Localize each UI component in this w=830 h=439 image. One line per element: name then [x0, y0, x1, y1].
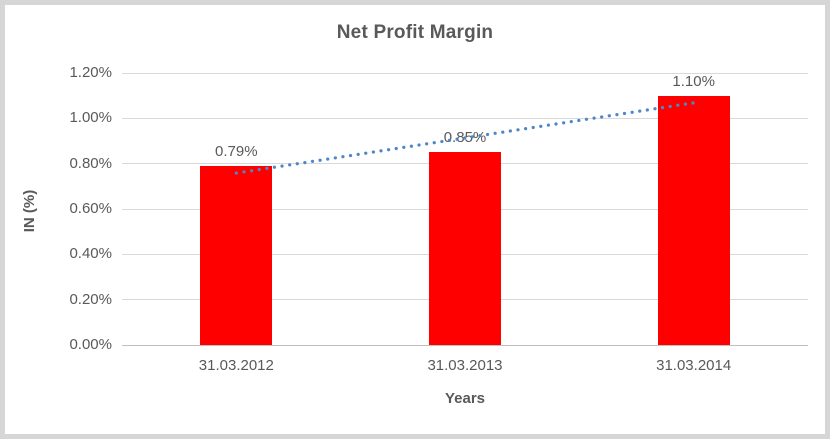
bar-value-label: 0.85% [443, 129, 487, 147]
y-tick-label: 0.80% [69, 154, 112, 172]
bar [200, 165, 273, 345]
y-tick-label: 0.60% [69, 200, 112, 217]
x-axis-title: Years [444, 390, 486, 407]
bar-value-label: 1.10% [672, 72, 715, 90]
y-tick-label: 0.20% [69, 290, 112, 308]
x-tick-label: 31.03.2013 [427, 357, 503, 374]
bar [429, 152, 501, 345]
y-tick-label: 1.00% [69, 109, 112, 127]
y-tick-label: 0.00% [69, 336, 112, 353]
bar [657, 95, 730, 345]
bar-value-label: 0.79% [215, 142, 258, 160]
x-tick-label: 31.03.2012 [198, 357, 274, 374]
chart-title: Net Profit Margin [336, 22, 494, 43]
x-tick-label: 31.03.2014 [656, 357, 732, 374]
y-tick-label: 0.40% [69, 245, 112, 263]
x-axis-line [122, 344, 808, 346]
gridline [122, 72, 808, 74]
y-tick-label: 1.20% [69, 64, 112, 81]
